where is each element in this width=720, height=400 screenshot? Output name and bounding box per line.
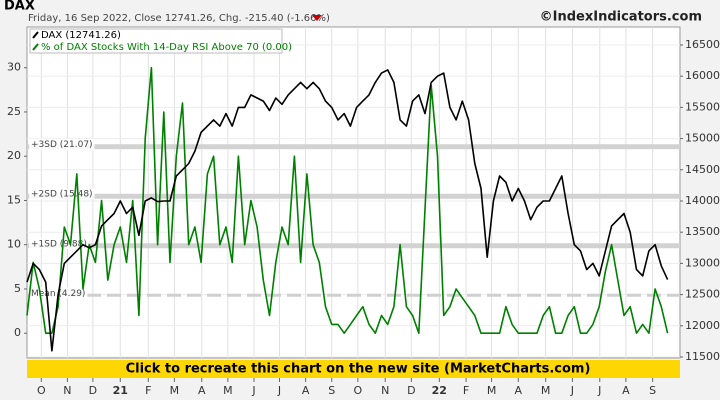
- y2-tick-label: 15500: [685, 100, 720, 113]
- x-tick-label: M: [541, 384, 551, 397]
- y2-tick-label: 12500: [685, 288, 720, 301]
- reference-label-bg: [29, 237, 89, 249]
- series-line: [26, 66, 669, 334]
- x-tick-label: S: [649, 384, 656, 397]
- chart-subtitle: Friday, 16 Sep 2022, Close 12741.26, Chg…: [28, 13, 330, 24]
- x-tick-label: O: [354, 384, 363, 397]
- x-tick-label: N: [381, 384, 389, 397]
- x-tick-label: M: [170, 384, 180, 397]
- x-tick-label: A: [515, 384, 523, 397]
- y2-tick-label: 14500: [685, 163, 720, 176]
- x-tick-label: J: [277, 384, 281, 397]
- y2-tick-label: 13000: [685, 256, 720, 269]
- banner-text[interactable]: Click to recreate this chart on the new …: [126, 362, 591, 377]
- legend-box: [29, 28, 283, 54]
- legend: DAX (12741.26)% of DAX Stocks With 14-Da…: [32, 30, 292, 53]
- banner[interactable]: [27, 360, 680, 378]
- y-tick-label: 30: [7, 61, 21, 74]
- x-tick-label: J: [570, 384, 574, 397]
- chart-title: DAX: [4, 0, 35, 14]
- legend-swatch: [32, 43, 39, 51]
- x-tick-label: A: [302, 384, 310, 397]
- x-tick-label: 22: [432, 384, 447, 397]
- legend-label: % of DAX Stocks With 14-Day RSI Above 70…: [41, 42, 292, 53]
- x-tick-label: J: [597, 384, 601, 397]
- x-tick-label: D: [407, 384, 415, 397]
- y-tick-label: 5: [14, 282, 21, 295]
- y-tick-label: 10: [7, 238, 21, 251]
- copyright: ©IndexIndicators.com: [540, 10, 702, 25]
- x-tick-label: S: [328, 384, 335, 397]
- y2-tick-label: 11500: [685, 350, 720, 363]
- reference-label-bg: [29, 138, 95, 150]
- y2-tick-label: 13500: [685, 225, 720, 238]
- x-tick-label: A: [198, 384, 206, 397]
- y2-tick-label: 12000: [685, 319, 720, 332]
- legend-swatch: [32, 31, 39, 39]
- x-tick-label: F: [463, 384, 469, 397]
- legend-label: DAX (12741.26): [41, 30, 121, 41]
- y-tick-label: 20: [7, 149, 21, 162]
- y2-tick-label: 16000: [685, 69, 720, 82]
- x-tick-label: F: [145, 384, 151, 397]
- down-arrow: [312, 15, 322, 21]
- y2-tick-label: 14000: [685, 194, 720, 207]
- y-tick-label: 15: [7, 193, 21, 206]
- x-tick-label: M: [223, 384, 233, 397]
- x-tick-label: M: [487, 384, 497, 397]
- series-line: [26, 69, 669, 352]
- x-tick-label: J: [251, 384, 255, 397]
- reference-label: +3SD (21.07): [31, 140, 93, 150]
- reference-label: +1SD (9.88): [31, 239, 87, 249]
- reference-label: +2SD (15.48): [31, 190, 93, 200]
- y-tick-label: 25: [7, 105, 21, 118]
- y2-tick-label: 15000: [685, 132, 720, 145]
- series: [26, 66, 669, 352]
- x-tick-label: O: [37, 384, 46, 397]
- plot-area: [26, 26, 681, 359]
- y-tick-label: 0: [14, 326, 21, 339]
- reference-label-bg: [29, 188, 95, 200]
- x-tick-label: N: [63, 384, 71, 397]
- y2-tick-label: 16500: [685, 38, 720, 51]
- x-tick-label: D: [89, 384, 97, 397]
- x-tick-label: 21: [113, 384, 128, 397]
- x-tick-label: A: [622, 384, 630, 397]
